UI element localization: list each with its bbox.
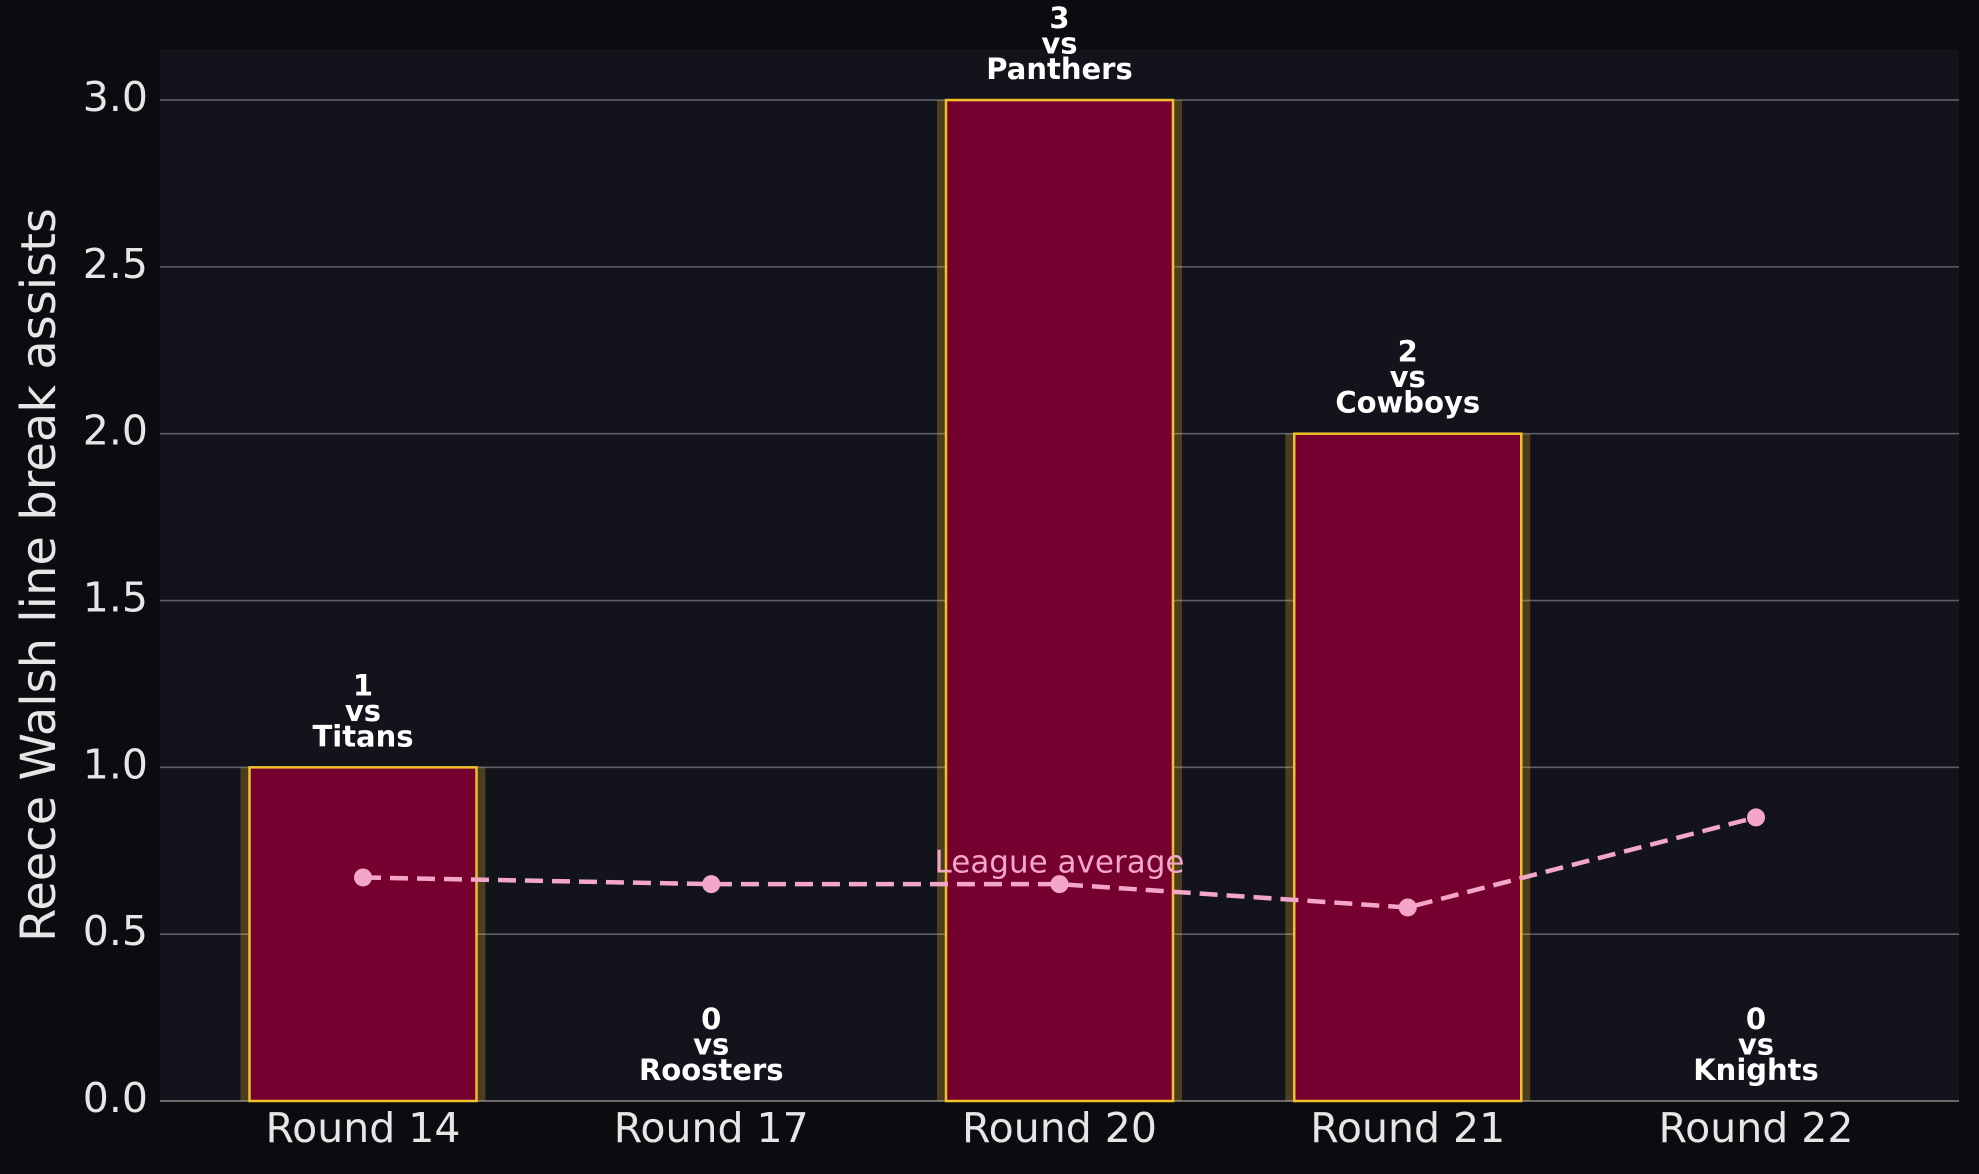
value-label: 3 vs Panthers: [986, 1, 1132, 86]
average-point: [354, 868, 372, 887]
average-line: [362, 815, 1757, 910]
y-tick-label: 0.5: [83, 907, 148, 955]
average-point: [1050, 875, 1069, 894]
y-tick-label: 3.0: [83, 73, 148, 121]
annotation: League average: [935, 845, 1185, 881]
y-tick-label: 0.0: [83, 1074, 148, 1122]
y-tick-label: 2.0: [83, 407, 148, 455]
value-label: 0 vs Knights: [1693, 1002, 1819, 1087]
value-label: 1 vs Titans: [312, 668, 413, 753]
x-tick-label: Round 22: [1659, 1104, 1854, 1152]
bar: [248, 766, 478, 1103]
y-axis-label: Reece Walsh line break assists: [11, 208, 67, 942]
bar: [1293, 432, 1523, 1103]
y-tick-label: 2.5: [83, 240, 148, 288]
value-label: 0 vs Roosters: [639, 1002, 784, 1087]
x-tick-label: Round 14: [266, 1104, 461, 1152]
average-point: [1398, 898, 1417, 917]
value-label: 2 vs Cowboys: [1335, 335, 1480, 420]
bar: [944, 98, 1175, 1103]
average-point: [702, 875, 721, 894]
average-point: [1747, 808, 1765, 827]
x-tick-label: Round 17: [614, 1104, 809, 1152]
x-tick-label: Round 20: [962, 1104, 1157, 1152]
y-tick-label: 1.0: [83, 740, 148, 788]
x-tick-label: Round 21: [1310, 1104, 1505, 1152]
y-tick-label: 1.5: [83, 574, 148, 622]
